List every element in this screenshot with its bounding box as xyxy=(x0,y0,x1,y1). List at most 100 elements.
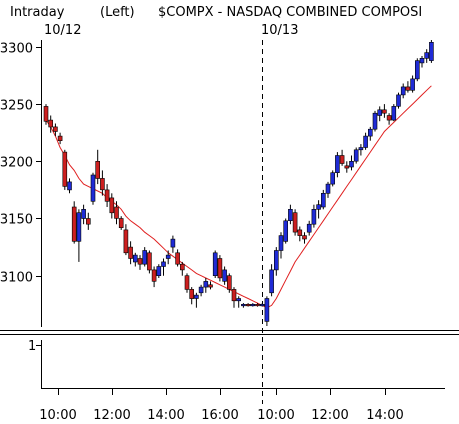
candle-body-down xyxy=(62,151,68,187)
candle-body-down xyxy=(184,275,190,290)
candle-body-up xyxy=(306,223,312,233)
candle-body-up xyxy=(194,294,199,299)
candle xyxy=(391,104,397,122)
y-tick-label: 3200 xyxy=(0,156,33,171)
candle-body-down xyxy=(297,229,303,236)
candle xyxy=(208,281,213,290)
candle xyxy=(292,209,298,236)
candle xyxy=(57,132,63,145)
candle-body-up xyxy=(419,57,425,64)
candle xyxy=(405,81,411,93)
candle xyxy=(189,287,194,305)
candle xyxy=(43,104,49,125)
candle-body-down xyxy=(109,197,115,214)
candle-body-up xyxy=(410,78,415,91)
volume-tick-label: 1 xyxy=(28,339,36,354)
candle-body-up xyxy=(283,220,289,242)
candle xyxy=(311,204,317,228)
candle-body-down xyxy=(208,284,213,288)
candle-body-down xyxy=(43,106,49,122)
y-tick-label: 3300 xyxy=(0,42,33,57)
candle-body-up xyxy=(133,254,138,263)
candle-body-up xyxy=(212,252,218,277)
candle xyxy=(62,149,68,190)
candle-body-up xyxy=(400,86,406,96)
candle xyxy=(203,278,209,293)
candle-body-up xyxy=(367,128,373,137)
candle-body-up xyxy=(311,209,317,225)
candle xyxy=(175,249,180,267)
candle xyxy=(410,75,415,93)
candle-body-up xyxy=(236,298,241,302)
candle-body-up xyxy=(288,209,293,222)
candle-body-up xyxy=(67,181,72,191)
candle-body-down xyxy=(302,235,307,240)
candle xyxy=(288,204,293,225)
candle-body-up xyxy=(142,250,147,265)
candle-body-up xyxy=(316,204,321,210)
candle xyxy=(278,232,284,259)
candle xyxy=(95,149,100,185)
candle xyxy=(156,264,162,278)
candle-body-down xyxy=(405,86,411,91)
candle-body-down xyxy=(227,275,232,290)
candle-body-up xyxy=(222,269,227,282)
candle-body-down xyxy=(48,119,54,128)
candle-body-down xyxy=(180,263,185,271)
candle xyxy=(76,209,82,262)
x-tick-label: 10:00 xyxy=(39,408,76,423)
axis-side-label: (Left) xyxy=(100,5,135,20)
candle xyxy=(382,104,387,118)
candle-body-up xyxy=(330,172,336,185)
candle xyxy=(273,247,279,276)
candle xyxy=(180,261,185,276)
x-tick-label: 14:00 xyxy=(366,408,403,423)
candle-body-down xyxy=(86,218,91,225)
candle xyxy=(367,126,373,141)
candle xyxy=(151,266,157,288)
candle xyxy=(48,115,54,133)
session-date-right: 10/13 xyxy=(261,23,298,38)
candle-body-up xyxy=(269,269,274,294)
candle-body-down xyxy=(339,155,345,164)
candle xyxy=(67,178,72,194)
chart-title: $COMPX - NASDAQ COMBINED COMPOSI xyxy=(158,5,422,20)
candle-body-up xyxy=(372,112,378,130)
candle xyxy=(306,220,312,236)
candle xyxy=(198,284,204,297)
candle xyxy=(161,258,166,276)
candle-body-up xyxy=(203,281,209,288)
x-tick-label: 12:00 xyxy=(311,408,348,423)
candle xyxy=(133,252,138,267)
candle-body-up xyxy=(241,303,246,307)
candle xyxy=(400,83,406,99)
candle-body-down xyxy=(344,165,350,169)
candle xyxy=(269,264,274,297)
candle-body-up xyxy=(396,94,401,107)
candle xyxy=(349,155,354,171)
candle xyxy=(302,232,307,244)
candle-body-up xyxy=(81,209,86,219)
candle xyxy=(330,170,336,187)
candle-body-down xyxy=(217,258,223,279)
candle-body-up xyxy=(156,266,162,276)
candle xyxy=(194,292,199,308)
candle xyxy=(358,144,364,156)
candle xyxy=(236,296,241,308)
x-tick-label: 14:00 xyxy=(147,408,184,423)
candle xyxy=(118,216,124,230)
candle xyxy=(325,181,331,198)
candle xyxy=(71,201,77,244)
candle xyxy=(245,303,251,307)
candle xyxy=(283,218,289,244)
candle xyxy=(419,56,425,68)
candle-body-up xyxy=(161,261,166,267)
candle-body-down xyxy=(137,258,143,265)
candle-body-up xyxy=(170,238,176,248)
candle-body-down xyxy=(114,206,119,219)
candle-body-up xyxy=(198,286,204,294)
candle xyxy=(212,250,218,278)
candle xyxy=(241,303,246,308)
candle-body-down xyxy=(100,178,105,191)
